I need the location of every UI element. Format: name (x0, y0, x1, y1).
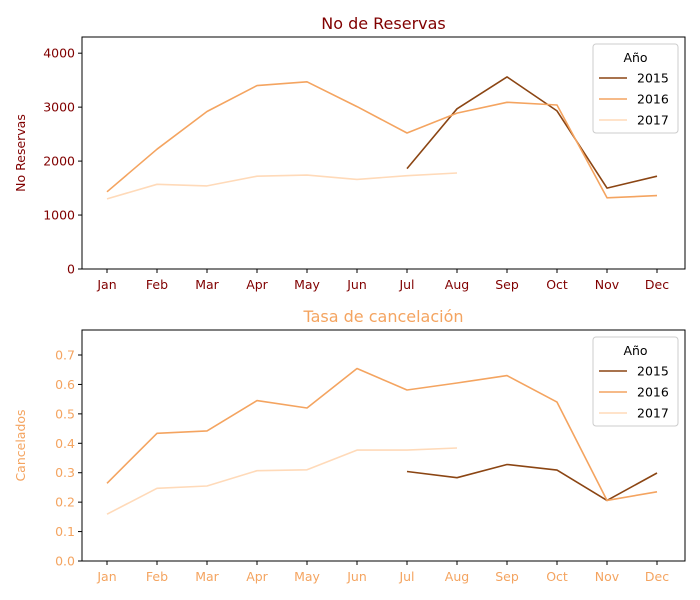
y-axis-label: Cancelados (13, 409, 28, 481)
legend-label: 2017 (637, 113, 669, 128)
y-tick-label: 1000 (43, 208, 75, 223)
y-tick-label: 0.6 (55, 377, 75, 392)
legend-label: 2015 (637, 364, 669, 379)
y-tick-label: 0.7 (55, 348, 75, 363)
legend-label: 2015 (637, 71, 669, 86)
series-line-2015 (406, 463, 658, 502)
y-tick-label: 0.0 (55, 554, 75, 569)
series-line-2016 (106, 81, 658, 199)
y-axis-label: No Reservas (13, 114, 28, 192)
x-tick-label: Apr (246, 569, 268, 584)
series-line-2015 (406, 76, 658, 189)
chart-title: No de Reservas (321, 14, 446, 33)
x-tick-label: Oct (546, 277, 568, 292)
x-tick-label: Oct (546, 569, 568, 584)
x-tick-label: Sep (495, 569, 519, 584)
plot-frame (81, 329, 686, 562)
x-tick-label: Dec (645, 277, 669, 292)
legend-label: 2016 (637, 92, 669, 107)
legend-label: 2016 (637, 385, 669, 400)
y-tick-label: 0.5 (55, 406, 75, 421)
y-tick-label: 0.1 (55, 524, 75, 539)
x-tick-label: Nov (595, 277, 620, 292)
x-tick-label: Feb (146, 277, 168, 292)
y-tick-label: 2000 (43, 154, 75, 169)
x-tick-label: Feb (146, 569, 168, 584)
x-tick-label: Aug (445, 277, 469, 292)
x-tick-label: Dec (645, 569, 669, 584)
x-tick-label: Apr (246, 277, 268, 292)
x-tick-label: Jan (96, 569, 116, 584)
x-tick-label: Mar (195, 277, 219, 292)
x-tick-label: Jun (346, 277, 367, 292)
x-tick-label: May (294, 569, 320, 584)
series-line-2017 (106, 447, 458, 515)
x-tick-label: May (294, 277, 320, 292)
y-tick-label: 0.2 (55, 495, 75, 510)
y-tick-label: 3000 (43, 100, 75, 115)
x-tick-label: Jun (346, 569, 367, 584)
y-tick-label: 0 (67, 262, 75, 277)
legend-title: Año (623, 50, 647, 65)
x-tick-label: Jul (398, 569, 414, 584)
y-tick-label: 0.3 (55, 465, 75, 480)
y-tick-label: 4000 (43, 46, 75, 61)
x-tick-label: Sep (495, 277, 519, 292)
x-tick-label: Jan (96, 277, 116, 292)
cancellation-rate-chart: Tasa de cancelación Cancelados 0.0 0.1 0.2 0.… (13, 307, 686, 584)
x-tick-label: Mar (195, 569, 219, 584)
x-tick-label: Aug (445, 569, 469, 584)
x-tick-label: Nov (595, 569, 620, 584)
plot-frame (81, 36, 686, 270)
x-tick-label: Jul (398, 277, 414, 292)
bookings-chart: No de Reservas No Reservas 0 1000 2000 3000 40… (13, 14, 686, 292)
series-line-2017 (106, 172, 458, 200)
legend-box (592, 336, 679, 427)
legend-label: 2017 (637, 406, 669, 421)
y-tick-label: 0.4 (55, 436, 75, 451)
chart-title: Tasa de cancelación (302, 307, 463, 326)
series-line-2016 (106, 367, 658, 502)
legend-title: Año (623, 343, 647, 358)
legend-box (592, 43, 679, 134)
